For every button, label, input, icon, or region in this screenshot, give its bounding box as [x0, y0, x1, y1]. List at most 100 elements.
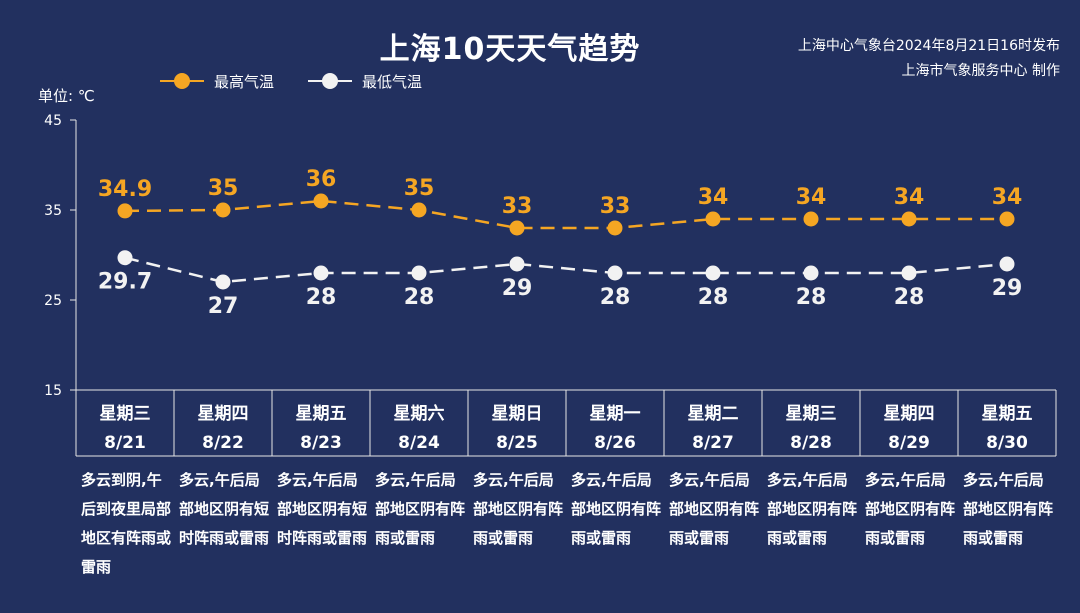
weather-description: 多云,午后局部地区阴有阵雨或雷雨 — [963, 471, 1054, 547]
legend-item-high: 最高气温 — [160, 71, 274, 92]
day-header: 星期六 8/24 — [370, 392, 468, 466]
low-temp-point — [705, 265, 721, 281]
low-temp-label: 28 — [894, 285, 925, 310]
weather-description: 多云,午后局部地区阴有阵雨或雷雨 — [669, 471, 760, 547]
high-temp-label: 33 — [600, 194, 631, 219]
forecast-column: 星期三 8/28 多云,午后局部地区阴有阵雨或雷雨 — [762, 392, 860, 553]
day-header: 星期三 8/21 — [76, 392, 174, 466]
date-label: 8/27 — [692, 433, 734, 453]
low-temp-point — [607, 265, 623, 281]
date-label: 8/23 — [300, 433, 342, 453]
low-temp-label: 29.7 — [98, 270, 152, 295]
day-header: 星期五 8/23 — [272, 392, 370, 466]
date-label: 8/22 — [202, 433, 244, 453]
weather-description: 多云,午后局部地区阴有短时阵雨或雷雨 — [179, 471, 270, 547]
source-producer: 上海市气象服务中心 制作 — [901, 63, 1060, 79]
low-temp-label: 28 — [600, 285, 631, 310]
high-temp-point — [803, 211, 819, 227]
date-label: 8/29 — [888, 433, 930, 453]
date-label: 8/26 — [594, 433, 636, 453]
forecast-column: 星期二 8/27 多云,午后局部地区阴有阵雨或雷雨 — [664, 392, 762, 553]
forecast-column: 星期一 8/26 多云,午后局部地区阴有阵雨或雷雨 — [566, 392, 664, 553]
high-temp-point — [705, 211, 721, 227]
legend-swatch-low — [308, 73, 353, 89]
day-header: 星期二 8/27 — [664, 392, 762, 466]
high-temp-label: 34 — [992, 185, 1023, 210]
weather-description: 多云,午后局部地区阴有阵雨或雷雨 — [375, 471, 466, 547]
legend-item-low: 最低气温 — [308, 71, 422, 92]
high-temp-label: 34 — [796, 185, 827, 210]
low-temp-label: 29 — [502, 276, 533, 301]
y-tick-label: 15 — [44, 383, 62, 399]
high-temp-label: 35 — [404, 176, 435, 201]
low-temp-label: 28 — [796, 285, 827, 310]
forecast-column: 星期四 8/22 多云,午后局部地区阴有短时阵雨或雷雨 — [174, 392, 272, 553]
weekday-label: 星期五 — [295, 404, 347, 424]
y-tick-label: 45 — [44, 113, 62, 129]
high-temp-label: 34 — [698, 185, 729, 210]
low-temp-label: 28 — [306, 285, 337, 310]
low-temp-point — [313, 265, 329, 281]
legend-swatch-high — [160, 73, 204, 89]
forecast-column: 星期五 8/23 多云,午后局部地区阴有短时阵雨或雷雨 — [272, 392, 370, 553]
low-temp-line — [124, 256, 1008, 284]
date-label: 8/24 — [398, 433, 440, 453]
high-temp-label: 36 — [306, 167, 337, 192]
weekday-label: 星期四 — [197, 404, 249, 424]
high-temp-label: 33 — [502, 194, 533, 219]
unit-label: 单位: ℃ — [38, 87, 95, 105]
high-temp-label: 34.9 — [98, 177, 152, 202]
day-header: 星期日 8/25 — [468, 392, 566, 466]
date-label: 8/30 — [986, 433, 1028, 453]
day-header: 星期一 8/26 — [566, 392, 664, 466]
legend-label-low: 最低气温 — [362, 72, 423, 91]
high-temp-point — [901, 211, 917, 227]
weekday-label: 星期五 — [981, 404, 1033, 424]
high-temp-point — [411, 202, 427, 218]
forecast-column: 星期日 8/25 多云,午后局部地区阴有阵雨或雷雨 — [468, 392, 566, 553]
legend-label-high: 最高气温 — [214, 72, 275, 91]
day-header: 星期四 8/22 — [174, 392, 272, 466]
high-temp-point — [999, 211, 1015, 227]
low-temp-label: 27 — [208, 294, 239, 319]
weekday-label: 星期六 — [393, 404, 445, 424]
day-header: 星期五 8/30 — [958, 392, 1056, 466]
weekday-label: 星期一 — [589, 404, 641, 424]
weekday-label: 星期日 — [491, 404, 543, 424]
forecast-column: 星期四 8/29 多云,午后局部地区阴有阵雨或雷雨 — [860, 392, 958, 553]
high-temp-point — [509, 220, 525, 236]
chart-legend: 最高气温 最低气温 — [160, 70, 456, 92]
y-tick-label: 25 — [44, 293, 62, 309]
weekday-label: 星期四 — [883, 404, 935, 424]
day-header: 星期三 8/28 — [762, 392, 860, 466]
y-tick-label: 35 — [44, 203, 62, 219]
source-publisher: 上海中心气象台2024年8月21日16时发布 — [797, 38, 1060, 54]
low-temp-point — [999, 256, 1015, 272]
high-temp-line — [124, 199, 1007, 230]
low-temp-label: 28 — [404, 285, 435, 310]
low-temp-point — [411, 265, 427, 281]
weather-description: 多云,午后局部地区阴有短时阵雨或雷雨 — [277, 471, 368, 547]
weekday-label: 星期三 — [99, 404, 151, 424]
day-header: 星期四 8/29 — [860, 392, 958, 466]
high-temp-label: 35 — [208, 176, 239, 201]
weather-description: 多云,午后局部地区阴有阵雨或雷雨 — [865, 471, 956, 547]
high-temp-point — [313, 193, 329, 209]
low-temp-point — [901, 265, 917, 281]
high-temp-point — [215, 202, 231, 218]
date-label: 8/28 — [790, 433, 832, 453]
high-temp-point — [607, 220, 623, 236]
forecast-column: 星期五 8/30 多云,午后局部地区阴有阵雨或雷雨 — [958, 392, 1056, 553]
date-label: 8/25 — [496, 433, 538, 453]
forecast-column: 星期三 8/21 多云到阴,午后到夜里局部地区有阵雨或雷雨 — [76, 392, 174, 582]
low-temp-point — [803, 265, 819, 281]
low-temp-point — [117, 250, 133, 266]
low-temp-point — [509, 256, 525, 272]
weekday-label: 星期三 — [785, 404, 837, 424]
high-temp-label: 34 — [894, 185, 925, 210]
high-temp-point — [117, 203, 133, 219]
weather-description: 多云,午后局部地区阴有阵雨或雷雨 — [473, 471, 564, 547]
low-temp-point — [215, 274, 231, 290]
forecast-column: 星期六 8/24 多云,午后局部地区阴有阵雨或雷雨 — [370, 392, 468, 553]
